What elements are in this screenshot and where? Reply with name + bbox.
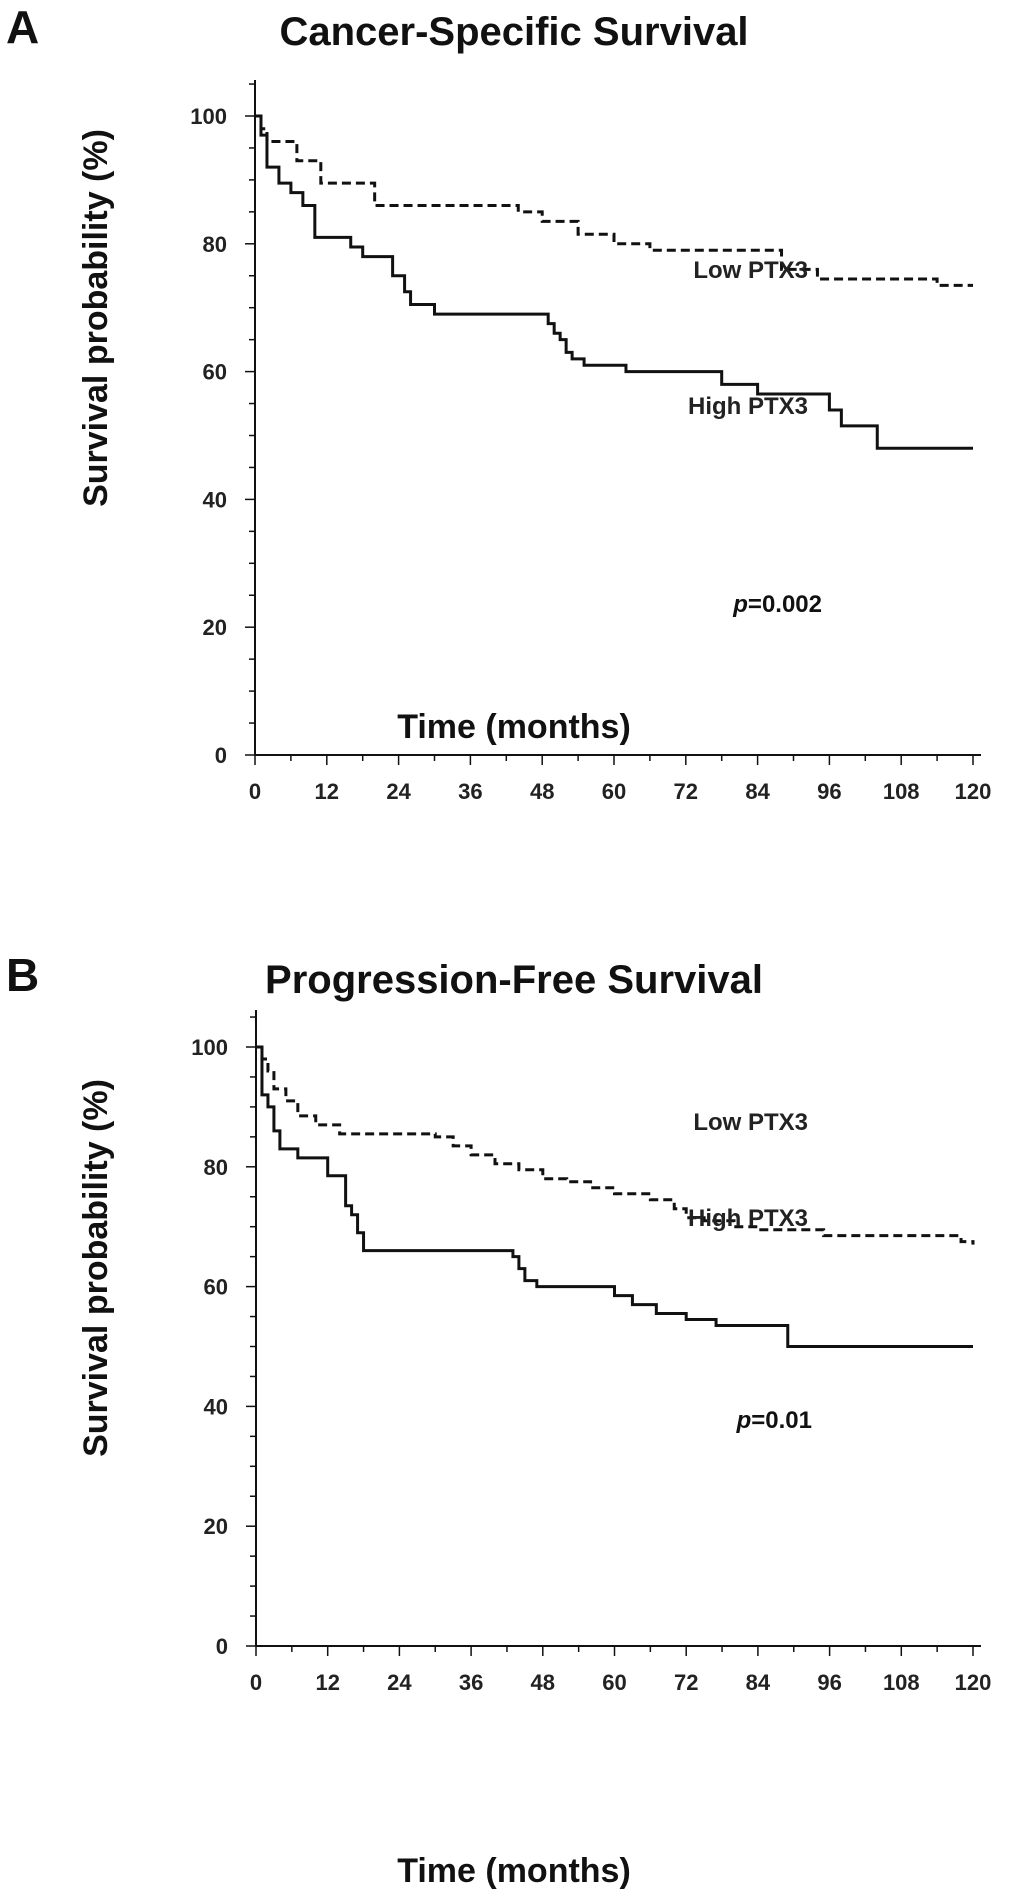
x-tick-label: 60 <box>602 1670 626 1695</box>
series-line-low-ptx3 <box>256 1045 975 1245</box>
p-symbol: p <box>732 591 748 618</box>
panel-label: A <box>6 1 40 53</box>
x-tick-label: 0 <box>249 779 261 804</box>
panel-a: A Cancer-Specific Survival 0 20 40 60 80 100 0… <box>6 1 991 804</box>
panel-label: B <box>6 949 40 1001</box>
km-plot: 0 20 40 60 80 100 0 12 24 36 48 60 72 84 96 108 120 Surv… <box>77 1010 991 1890</box>
p-value: p=0.01 <box>736 1407 812 1434</box>
series-label-high: High PTX3 <box>688 1205 808 1232</box>
x-tick-label: 48 <box>530 779 554 804</box>
y-tick-label: 80 <box>203 232 227 257</box>
y-tick-label: 20 <box>204 1514 228 1539</box>
p-value: p=0.002 <box>732 591 822 618</box>
p-value-text: =0.01 <box>751 1407 812 1434</box>
x-tick-label: 24 <box>387 1670 412 1695</box>
x-tick-label: 36 <box>458 779 482 804</box>
x-tick-label: 72 <box>674 1670 698 1695</box>
series-label-low: Low PTX3 <box>693 257 808 284</box>
x-tick-label: 48 <box>531 1670 555 1695</box>
x-tick-label: 12 <box>315 779 339 804</box>
survival-curves <box>255 114 973 450</box>
x-axis-label: Time (months) <box>397 1852 631 1890</box>
x-tick-label: 96 <box>817 1670 841 1695</box>
series-line-low-ptx3 <box>255 114 973 287</box>
series-line-high-ptx3 <box>256 1045 973 1348</box>
y-tick-label: 60 <box>203 360 227 385</box>
x-tick-label: 120 <box>955 1670 992 1695</box>
y-tick-label: 0 <box>215 743 227 768</box>
x-tick-label: 24 <box>386 779 411 804</box>
km-plot: 0 20 40 60 80 100 0 12 24 36 48 60 72 84 96 108 120 Surv… <box>77 80 991 804</box>
y-axis-label: Survival probability (%) <box>77 1079 115 1457</box>
x-tick-label: 108 <box>883 779 920 804</box>
chart-title: Progression-Free Survival <box>265 958 763 1002</box>
x-tick-label: 108 <box>883 1670 920 1695</box>
axes: 0 20 40 60 80 100 0 12 24 36 48 60 72 84 96 108 120 <box>191 1010 991 1695</box>
x-tick-label: 84 <box>746 1670 771 1695</box>
x-tick-label: 120 <box>955 779 992 804</box>
y-tick-label: 20 <box>203 615 227 640</box>
survival-curves <box>256 1045 975 1348</box>
p-symbol: p <box>736 1407 752 1434</box>
axes: 0 20 40 60 80 100 0 12 24 36 48 60 72 84 96 108 120 <box>190 80 991 804</box>
p-value-text: =0.002 <box>748 591 822 618</box>
y-axis-label: Survival probability (%) <box>77 129 115 507</box>
x-tick-label: 72 <box>674 779 698 804</box>
y-tick-label: 80 <box>204 1155 228 1180</box>
series-line-high-ptx3 <box>255 114 973 450</box>
x-tick-label: 0 <box>250 1670 262 1695</box>
y-tick-label: 40 <box>203 487 227 512</box>
series-label-high: High PTX3 <box>688 393 808 420</box>
y-tick-label: 100 <box>190 104 227 129</box>
panel-b: B Progression-Free Survival 0 20 40 60 80 100… <box>0 946 1020 1892</box>
x-tick-label: 60 <box>602 779 626 804</box>
series-label-low: Low PTX3 <box>693 1109 808 1136</box>
x-axis-label: Time (months) <box>397 708 631 746</box>
plot-labels: Survival probability (%) Time (months) L… <box>77 1079 812 1890</box>
y-tick-label: 100 <box>191 1035 228 1060</box>
y-tick-label: 0 <box>216 1634 228 1659</box>
x-tick-label: 12 <box>315 1670 339 1695</box>
plot-labels: Survival probability (%) Time (months) L… <box>77 129 822 746</box>
y-tick-label: 60 <box>204 1275 228 1300</box>
x-tick-label: 36 <box>459 1670 483 1695</box>
x-tick-label: 96 <box>817 779 841 804</box>
x-tick-label: 84 <box>745 779 770 804</box>
y-tick-label: 40 <box>204 1394 228 1419</box>
chart-title: Cancer-Specific Survival <box>279 10 749 54</box>
